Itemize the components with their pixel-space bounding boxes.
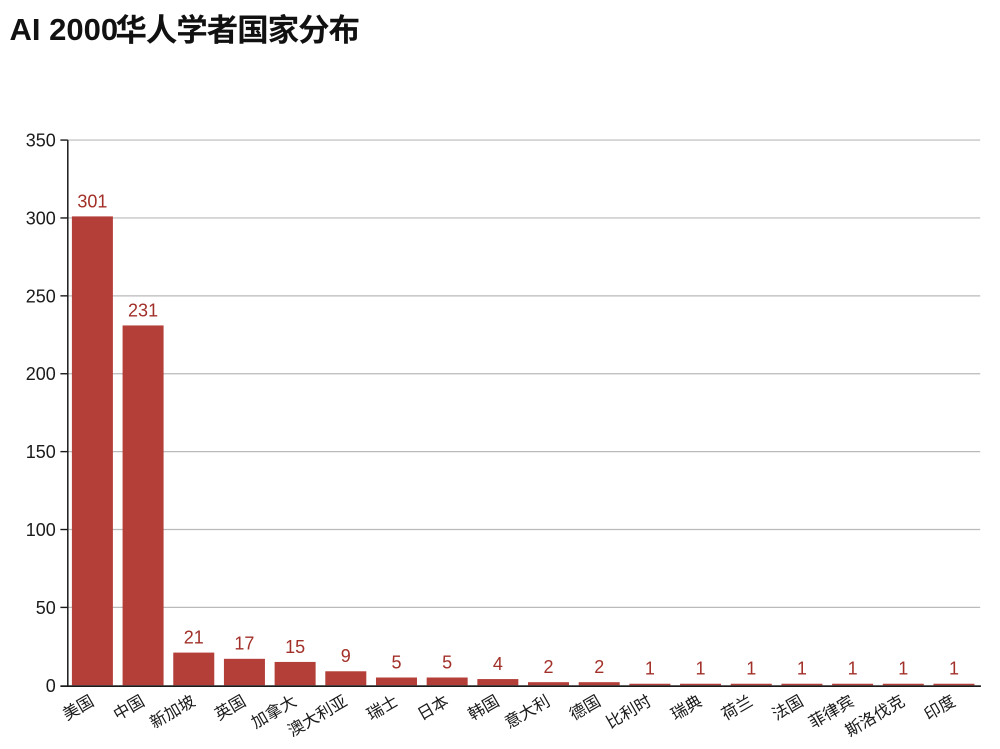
svg-text:1: 1 <box>898 659 908 679</box>
svg-text:1: 1 <box>746 659 756 679</box>
svg-text:21: 21 <box>184 627 204 647</box>
svg-text:301: 301 <box>77 191 107 211</box>
svg-text:50: 50 <box>36 598 56 618</box>
svg-text:2: 2 <box>594 657 604 677</box>
svg-text:0: 0 <box>46 676 56 696</box>
svg-text:1: 1 <box>797 659 807 679</box>
svg-text:4: 4 <box>493 654 503 674</box>
svg-text:17: 17 <box>234 634 254 654</box>
svg-text:250: 250 <box>26 286 56 306</box>
svg-text:1: 1 <box>848 659 858 679</box>
svg-text:2: 2 <box>544 657 554 677</box>
svg-text:9: 9 <box>341 646 351 666</box>
svg-text:5: 5 <box>442 652 452 672</box>
svg-text:1: 1 <box>696 659 706 679</box>
svg-text:1: 1 <box>949 659 959 679</box>
svg-text:15: 15 <box>285 637 305 657</box>
svg-text:1: 1 <box>645 659 655 679</box>
svg-text:100: 100 <box>26 520 56 540</box>
svg-text:150: 150 <box>26 442 56 462</box>
svg-text:5: 5 <box>391 652 401 672</box>
svg-text:300: 300 <box>26 208 56 228</box>
svg-text:AI 2000: AI 2000 <box>10 12 119 47</box>
svg-text:231: 231 <box>128 300 158 320</box>
svg-text:350: 350 <box>26 131 56 151</box>
svg-text:200: 200 <box>26 364 56 384</box>
